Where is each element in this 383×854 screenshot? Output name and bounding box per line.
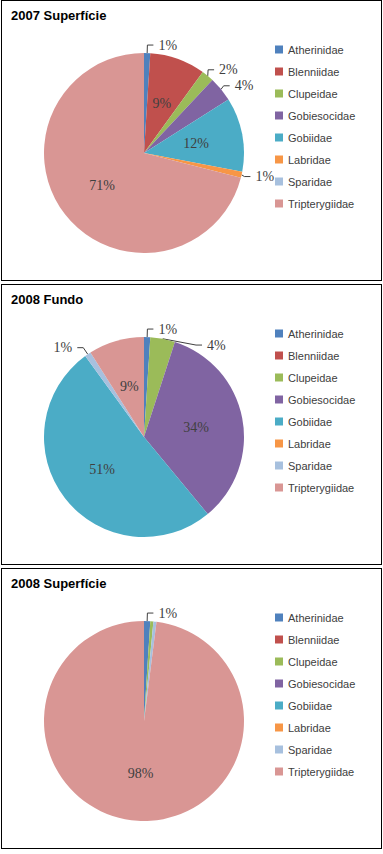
svg-text:Gobiidae: Gobiidae [288,132,332,144]
svg-text:1%: 1% [54,340,73,355]
svg-text:Gobiesocidae: Gobiesocidae [288,394,355,406]
svg-text:12%: 12% [183,136,209,151]
svg-text:Tripterygiidae: Tripterygiidae [288,482,354,494]
svg-text:Sparidae: Sparidae [288,744,332,756]
svg-text:71%: 71% [89,178,115,193]
svg-text:Gobiesocidae: Gobiesocidae [288,110,355,122]
svg-text:9%: 9% [153,96,172,111]
svg-text:Sparidae: Sparidae [288,460,332,472]
svg-text:Tripterygiidae: Tripterygiidae [288,198,354,210]
svg-text:4%: 4% [207,338,226,353]
svg-text:Blenniidae: Blenniidae [288,634,339,646]
svg-text:Labridae: Labridae [288,438,331,450]
svg-text:1%: 1% [158,322,177,337]
svg-text:2008 Superfície: 2008 Superfície [11,576,106,591]
svg-text:51%: 51% [89,462,115,477]
svg-text:9%: 9% [120,379,139,394]
svg-text:4%: 4% [235,78,254,93]
svg-text:1%: 1% [255,169,274,184]
svg-text:2%: 2% [219,62,238,77]
svg-text:Atherinidae: Atherinidae [288,44,344,56]
svg-text:2007 Superfície: 2007 Superfície [11,8,106,23]
svg-text:Clupeidae: Clupeidae [288,656,338,668]
svg-text:Blenniidae: Blenniidae [288,66,339,78]
svg-text:Gobiesocidae: Gobiesocidae [288,678,355,690]
svg-text:Gobiidae: Gobiidae [288,700,332,712]
svg-text:Clupeidae: Clupeidae [288,88,338,100]
svg-text:34%: 34% [183,420,209,435]
svg-text:Blenniidae: Blenniidae [288,350,339,362]
svg-text:1%: 1% [158,38,177,53]
svg-text:Clupeidae: Clupeidae [288,372,338,384]
svg-text:98%: 98% [128,766,154,781]
svg-text:Atherinidae: Atherinidae [288,612,344,624]
svg-text:Labridae: Labridae [288,154,331,166]
svg-text:2008 Fundo: 2008 Fundo [11,292,83,307]
svg-text:Gobiidae: Gobiidae [288,416,332,428]
svg-text:Labridae: Labridae [288,722,331,734]
svg-text:Sparidae: Sparidae [288,176,332,188]
svg-text:1%: 1% [158,606,177,621]
svg-text:Tripterygiidae: Tripterygiidae [288,766,354,778]
svg-text:Atherinidae: Atherinidae [288,328,344,340]
